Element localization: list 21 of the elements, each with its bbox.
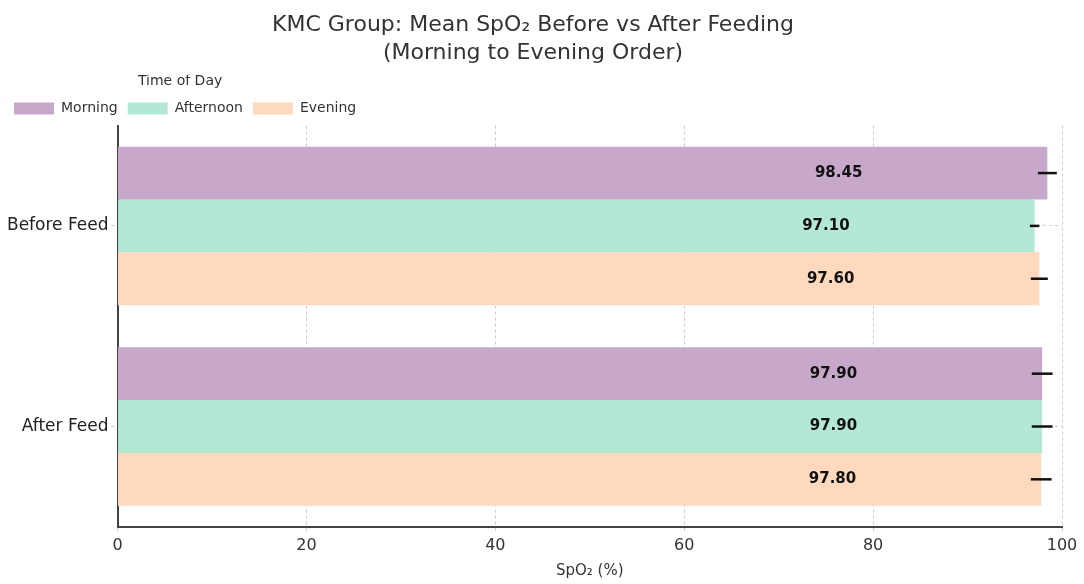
data-label: 98.45 xyxy=(814,162,863,181)
x-tick-label: 60 xyxy=(674,534,695,554)
chart-subtitle: (Morning to Evening Order) xyxy=(382,39,684,65)
x-axis-title: SpO₂ (%) xyxy=(555,560,624,579)
data-label: 97.90 xyxy=(809,416,858,435)
x-tick-label: 100 xyxy=(1046,534,1078,554)
data-label: 97.80 xyxy=(808,469,857,488)
chart-title: KMC Group: Mean SpO₂ Before vs After Feeding xyxy=(272,10,794,36)
legend-label: Morning xyxy=(61,99,118,116)
data-label: 97.60 xyxy=(806,268,855,287)
legend-title: Time of Day xyxy=(136,72,223,89)
data-label: 97.90 xyxy=(809,363,858,382)
x-tick-label: 20 xyxy=(296,534,317,554)
y-tick-label: Before Feed xyxy=(7,214,109,235)
x-tick-label: 0 xyxy=(112,534,123,554)
y-tick-label: After Feed xyxy=(21,414,109,435)
legend-label: Afternoon xyxy=(174,99,243,116)
data-label: 97.10 xyxy=(802,215,850,234)
x-tick-label: 80 xyxy=(862,534,884,554)
x-tick-label: 40 xyxy=(485,534,506,554)
legend-label: Evening xyxy=(299,99,357,116)
